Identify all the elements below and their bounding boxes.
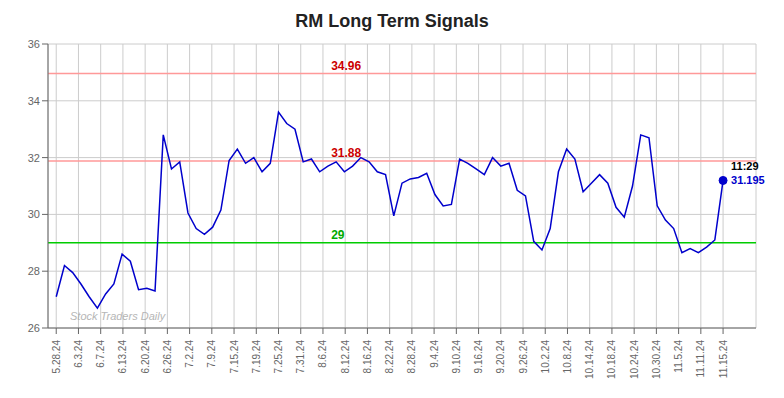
svg-text:36: 36 — [28, 38, 40, 50]
svg-text:11.5.24: 11.5.24 — [673, 340, 684, 373]
svg-text:9.10.24: 9.10.24 — [451, 340, 462, 374]
svg-text:34: 34 — [28, 95, 40, 107]
svg-text:5.28.24: 5.28.24 — [51, 340, 62, 374]
svg-text:9.4.24: 9.4.24 — [429, 340, 440, 368]
svg-text:11.15.24: 11.15.24 — [718, 340, 729, 379]
html-text:Stock Traders Daily: Stock Traders Daily — [70, 310, 166, 322]
svg-text:9.16.24: 9.16.24 — [473, 340, 484, 374]
svg-text:7.31.24: 7.31.24 — [295, 340, 306, 374]
svg-text:6.20.24: 6.20.24 — [140, 340, 151, 374]
svg-text:6.3.24: 6.3.24 — [73, 340, 84, 368]
svg-text:11.11.24: 11.11.24 — [695, 340, 706, 378]
svg-text:26: 26 — [28, 322, 40, 334]
svg-text:8.6.24: 8.6.24 — [317, 340, 328, 368]
html-text:RM Long Term Signals: RM Long Term Signals — [295, 11, 489, 31]
svg-text:31.88: 31.88 — [331, 146, 361, 160]
svg-text:9.20.24: 9.20.24 — [495, 340, 506, 374]
svg-text:34.96: 34.96 — [331, 59, 361, 73]
svg-text:6.26.24: 6.26.24 — [162, 340, 173, 374]
svg-text:7.19.24: 7.19.24 — [251, 340, 262, 374]
svg-text:10.18.24: 10.18.24 — [606, 340, 617, 379]
svg-text:9.26.24: 9.26.24 — [518, 340, 529, 374]
svg-text:6.13.24: 6.13.24 — [117, 340, 128, 374]
svg-text:7.9.24: 7.9.24 — [206, 340, 217, 368]
svg-text:6.7.24: 6.7.24 — [95, 340, 106, 368]
svg-text:10.8.24: 10.8.24 — [562, 340, 573, 374]
svg-text:7.15.24: 7.15.24 — [229, 340, 240, 374]
svg-text:28: 28 — [28, 265, 40, 277]
svg-text:8.12.24: 8.12.24 — [340, 340, 351, 374]
svg-text:10.2.24: 10.2.24 — [540, 340, 551, 374]
svg-text:30: 30 — [28, 208, 40, 220]
svg-text:11:29: 11:29 — [731, 160, 759, 172]
svg-text:7.25.24: 7.25.24 — [273, 340, 284, 374]
svg-text:8.16.24: 8.16.24 — [362, 340, 373, 374]
svg-text:7.2.24: 7.2.24 — [184, 340, 195, 368]
svg-text:10.14.24: 10.14.24 — [584, 340, 595, 379]
svg-text:8.22.24: 8.22.24 — [384, 340, 395, 374]
svg-text:10.30.24: 10.30.24 — [651, 340, 662, 379]
svg-text:29: 29 — [331, 228, 345, 242]
svg-text:10.24.24: 10.24.24 — [629, 340, 640, 379]
svg-text:31.195: 31.195 — [731, 174, 765, 186]
svg-text:32: 32 — [28, 152, 40, 164]
svg-text:8.28.24: 8.28.24 — [406, 340, 417, 374]
